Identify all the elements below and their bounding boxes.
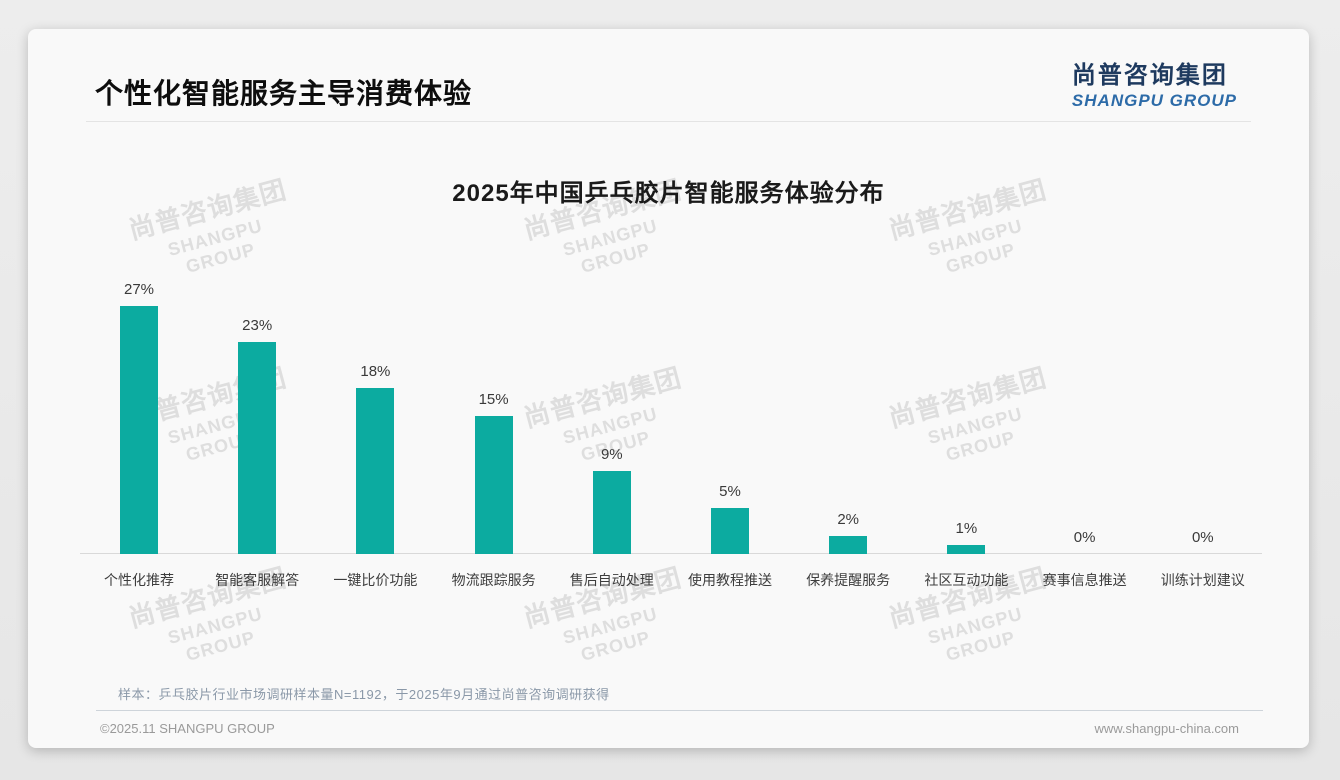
category-label: 售后自动处理 — [569, 572, 654, 588]
bar-value-label: 9% — [600, 446, 623, 464]
slide-card: 个性化智能服务主导消费体验 尚普咨询集团 SHANGPU GROUP 尚普咨询集… — [28, 29, 1309, 748]
bar-value-label: 2% — [837, 510, 860, 528]
bar — [711, 508, 749, 554]
bar-value-label: 23% — [242, 317, 273, 335]
sample-footnote: 样本：乒乓胶片行业市场调研样本量N=1192，于2025年9月通过尚普咨询调研获… — [118, 687, 610, 702]
company-logo: 尚普咨询集团 SHANGPU GROUP — [1072, 55, 1237, 111]
bar — [474, 416, 513, 554]
bar-value-label: 1% — [955, 519, 978, 537]
watermark-english: SHANGPU GROUP — [560, 603, 660, 665]
watermark-chinese: 尚普咨询集团 — [520, 562, 685, 634]
watermark-chinese: 尚普咨询集团 — [885, 562, 1050, 634]
watermark-english: SHANGPU GROUP — [925, 215, 1025, 277]
category-label: 使用教程推送 — [688, 572, 772, 588]
bar-value-label: 27% — [123, 280, 155, 298]
footer-divider — [96, 710, 1263, 711]
bar-slot: 18% 一键比价功能 — [316, 284, 434, 588]
watermark-english: SHANGPU GROUP — [925, 603, 1025, 665]
category-label: 训练计划建议 — [1160, 572, 1245, 588]
category-label: 保养提醒服务 — [806, 572, 891, 588]
bar — [238, 342, 277, 554]
bar-slot: 15% 物流跟踪服务 — [435, 284, 553, 588]
x-axis-line — [80, 553, 1262, 554]
bar-slot: 27% 个性化推荐 — [80, 280, 198, 588]
watermark-chinese: 尚普咨询集团 — [125, 562, 290, 634]
category-label: 物流跟踪服务 — [451, 572, 536, 588]
bar-value-label: 15% — [478, 391, 509, 408]
bar-value-label: 5% — [719, 483, 741, 500]
bar-slot: 5% 使用教程推送 — [671, 284, 789, 588]
bar-slot: 23% 智能客服解答 — [198, 284, 316, 588]
logo-chinese-name: 尚普咨询集团 — [1071, 62, 1228, 89]
bar — [356, 388, 395, 554]
logo-english-name: SHANGPU GROUP — [1071, 91, 1237, 110]
watermark-english: SHANGPU GROUP — [165, 603, 265, 665]
bar-chart: 27% 个性化推荐 23% 智能客服解答 18% 一键比价功能 15% 物流跟踪服务 9% 售后自… — [80, 280, 1262, 588]
bar — [120, 305, 158, 554]
footer-website: www.shangpu-china.com — [1094, 721, 1239, 736]
watermark-english: SHANGPU GROUP — [165, 215, 265, 277]
category-label: 一键比价功能 — [333, 572, 418, 588]
chart-title: 2025年中国乒乓胶片智能服务体验分布 — [452, 180, 885, 207]
bar-slot: 2% 保养提醒服务 — [789, 284, 907, 588]
bar-value-label: 0% — [1073, 529, 1096, 546]
category-label: 赛事信息推送 — [1042, 572, 1127, 588]
category-label: 社区互动功能 — [924, 572, 1009, 588]
category-label: 个性化推荐 — [104, 572, 174, 588]
bar — [592, 471, 631, 554]
category-label: 智能客服解答 — [215, 572, 300, 588]
bar — [947, 544, 986, 554]
bar-value-label: 18% — [360, 363, 391, 381]
bar-slot: 0% 赛事信息推送 — [1026, 284, 1144, 588]
footer-copyright: ©2025.11 SHANGPU GROUP — [100, 721, 275, 736]
watermark-english: SHANGPU GROUP — [560, 215, 660, 277]
page-title: 个性化智能服务主导消费体验 — [95, 78, 473, 109]
header-divider — [86, 121, 1251, 122]
bar — [829, 535, 868, 554]
bar-slot: 0% 训练计划建议 — [1144, 284, 1262, 588]
bar-value-label: 0% — [1191, 529, 1214, 546]
bar-slot: 1% 社区互动功能 — [907, 284, 1025, 588]
bar-slot: 9% 售后自动处理 — [553, 284, 671, 588]
